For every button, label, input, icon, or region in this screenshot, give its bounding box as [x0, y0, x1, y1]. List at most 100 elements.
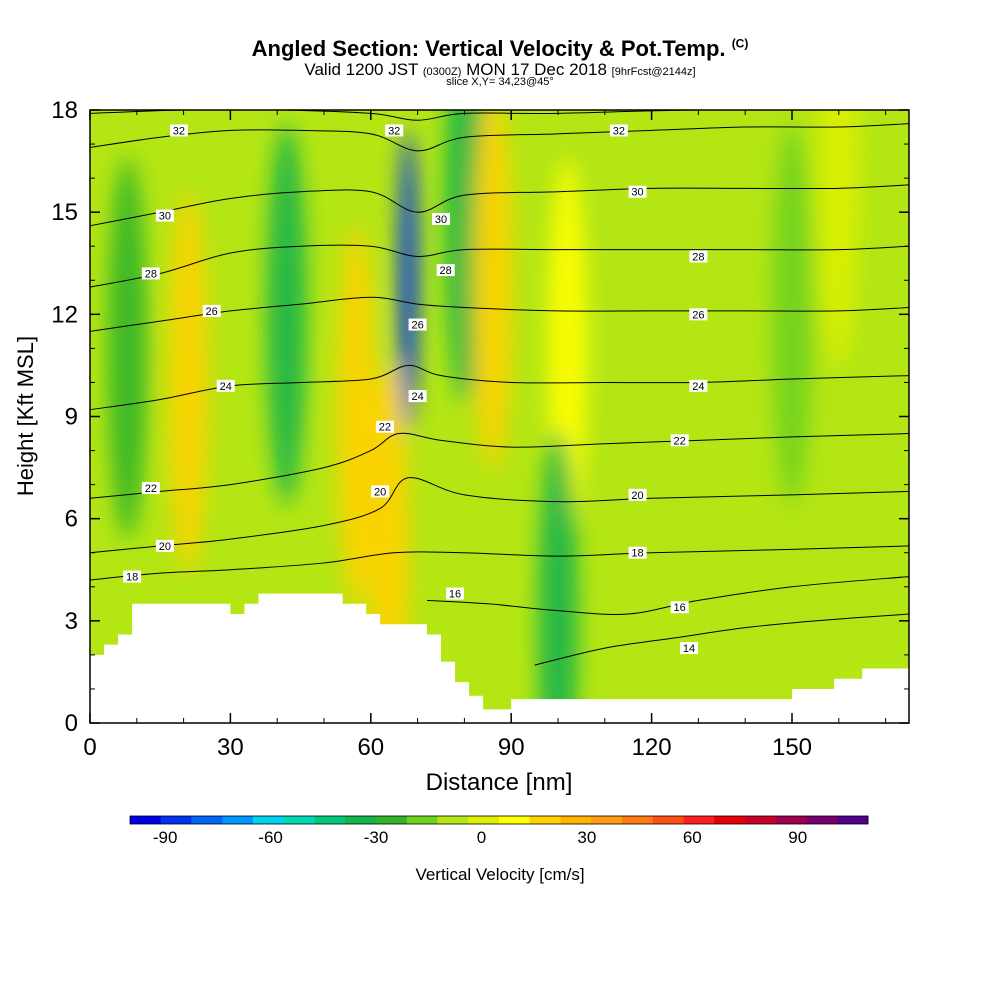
velocity-feature: [398, 130, 419, 431]
colorbar-swatch: [314, 816, 346, 824]
contour-label: 30: [432, 212, 450, 226]
contour-label-bg: [609, 124, 628, 137]
contour-label-bg: [689, 379, 708, 392]
axes: 0 30 60 90 120 150 0 3 6 9 12 15 18: [51, 97, 909, 761]
y-tick-label: 6: [65, 506, 78, 533]
contour-label-bg: [375, 420, 394, 433]
contour-label-bg: [141, 267, 160, 280]
contour-label-text: 28: [440, 265, 452, 277]
contour-label-bg: [155, 209, 174, 222]
isentrope-line: [90, 244, 909, 288]
contour-label: 30: [628, 185, 647, 199]
terrain: [90, 593, 909, 723]
contour-label-text: 26: [206, 306, 218, 318]
contour-label: 22: [670, 434, 689, 447]
contour-label-text: 32: [613, 125, 625, 137]
contour-label-text: 18: [126, 572, 138, 584]
colorbar-swatch: [160, 816, 192, 824]
contour-label: 28: [689, 250, 708, 263]
contour-label: 30: [155, 209, 174, 223]
contour-label-bg: [628, 185, 647, 198]
colorbar-tick-label: 30: [577, 828, 596, 847]
colorbar-swatch: [529, 816, 561, 824]
isentrope-line: [90, 432, 909, 499]
isentrope-line: [426, 576, 909, 615]
contour-label-text: 30: [631, 187, 643, 199]
x-tick-label: 60: [357, 734, 384, 761]
y-axis-label: Height [Kft MSL]: [13, 336, 38, 496]
y-tick-label: 9: [65, 404, 78, 431]
valid-time-line: Valid 1200 JST (0300Z) MON 17 Dec 2018 […: [304, 60, 696, 79]
velocity-feature: [336, 226, 377, 607]
x-tick-label: 0: [83, 734, 96, 761]
contour-label-text: 28: [145, 268, 157, 280]
isentrope-line: [90, 123, 909, 152]
isentrope-line: [90, 296, 909, 332]
isentrope-line: [90, 184, 909, 227]
contour-label-text: 26: [692, 309, 704, 321]
contour-label-text: 24: [411, 391, 423, 403]
contour-label: 20: [371, 485, 390, 498]
colorbar-swatch: [806, 816, 838, 824]
colorbar-tick-label: 90: [788, 828, 807, 847]
contour-label-bg: [436, 264, 455, 277]
contour-label: 24: [408, 390, 427, 403]
colorbar-swatch: [622, 816, 654, 824]
contour-label: 20: [155, 539, 174, 553]
contour-label: 18: [628, 546, 647, 560]
colorbar-swatch: [222, 816, 254, 824]
colorbar-swatch: [499, 816, 531, 824]
y-tick-label: 18: [51, 97, 78, 124]
velocity-feature: [472, 110, 513, 471]
contour-label-text: 28: [692, 251, 704, 263]
y-tick-label: 12: [51, 301, 78, 328]
contour-label-bg: [169, 124, 188, 137]
velocity-feature: [266, 124, 307, 505]
isentrope-line: [90, 110, 909, 121]
contour-label: 24: [216, 379, 235, 393]
colorbar-swatch: [191, 816, 223, 824]
isentrope-line: [90, 545, 909, 581]
contour-label-bg: [670, 601, 689, 614]
contour-label-text: 22: [379, 422, 391, 434]
contour-label-bg: [202, 304, 221, 317]
x-tick-label: 30: [217, 734, 244, 761]
contour-label-text: 20: [159, 541, 171, 553]
contour-label-bg: [670, 434, 689, 447]
colorbar-tick-label: -90: [153, 828, 178, 847]
contour-label-text: 16: [449, 589, 461, 601]
velocity-feature: [107, 158, 148, 539]
colorbar-swatch: [775, 816, 807, 824]
contour-label-bg: [408, 318, 427, 331]
contour-label-text: 14: [683, 643, 695, 655]
contour-label: 16: [446, 587, 465, 601]
contour-label-text: 24: [220, 381, 232, 393]
contour-label-text: 22: [674, 435, 686, 447]
x-tick-label: 150: [772, 734, 812, 761]
colorbar: -90 -60 -30 0 30 60 90: [129, 815, 869, 847]
x-axis-label: Distance [nm]: [426, 769, 573, 796]
isentropes: 14 16 18 20 22 24 26 28 30 32 32 30 28 26 24 22 32 30 28 26…: [90, 110, 909, 666]
y-tick-label: 15: [51, 199, 78, 226]
colorbar-swatch: [652, 816, 684, 824]
contour-label: 14: [680, 642, 699, 655]
colorbar-swatch: [745, 816, 777, 824]
contour-label-bg: [216, 379, 235, 392]
chart-title: Angled Section: Vertical Velocity & Pot.…: [251, 36, 749, 61]
contour-label-bg: [628, 488, 647, 501]
contour-label-text: 16: [674, 602, 686, 614]
colorbar-swatch: [468, 816, 500, 824]
y-tick-label: 3: [65, 608, 78, 635]
isentrope-line: [90, 477, 909, 554]
isentrope-line: [534, 613, 909, 666]
contour-label: 26: [408, 318, 427, 332]
colorbar-swatch: [345, 816, 377, 824]
colorbar-tick-label: 60: [683, 828, 702, 847]
contour-label: 26: [202, 304, 221, 318]
colorbar-swatch: [283, 816, 315, 824]
contour-label: 26: [689, 308, 708, 321]
colorbar-swatch: [714, 816, 746, 824]
colorbar-swatch: [376, 816, 408, 824]
colorbar-label: Vertical Velocity [cm/s]: [415, 865, 584, 884]
